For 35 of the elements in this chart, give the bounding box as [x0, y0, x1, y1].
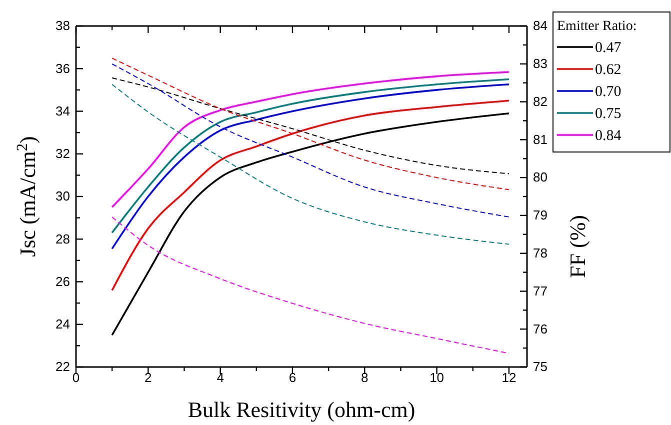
- y-tick-label: 36: [56, 60, 70, 76]
- y-tick-label: 26: [56, 274, 70, 289]
- y2-tick-label: 78: [533, 245, 548, 260]
- legend-label: 0.47: [595, 40, 622, 56]
- y-tick-label: 30: [56, 188, 70, 204]
- line-series: [112, 216, 510, 354]
- x-tick-label: 10: [430, 370, 444, 386]
- y2-tick-label: 77: [533, 283, 548, 298]
- y2-axis-title: FF (%): [565, 215, 590, 278]
- y2-tick-label: 80: [533, 170, 548, 185]
- x-tick-label: 2: [144, 370, 152, 386]
- y2-tick-label: 79: [533, 208, 548, 223]
- x-tick-label: 6: [288, 370, 296, 386]
- y-tick-label: 38: [56, 18, 70, 34]
- y2-tick-label: 83: [533, 56, 548, 72]
- x-tick-label: 4: [216, 370, 224, 386]
- legend-label: 0.75: [595, 106, 622, 122]
- y2-tick-label: 84: [533, 18, 548, 34]
- legend-label: 0.70: [595, 84, 622, 100]
- y2-tick-label: 76: [533, 321, 548, 336]
- x-axis-title: Bulk Resitivity (ohm-cm): [188, 397, 416, 422]
- y-tick-label: 24: [56, 316, 70, 332]
- y2-tick-label: 81: [533, 132, 548, 147]
- y-tick-label: 28: [56, 231, 70, 246]
- legend-label: 0.62: [595, 62, 622, 78]
- legend-title: Emitter Ratio:: [557, 19, 637, 34]
- y-tick-label: 32: [56, 146, 70, 162]
- y-tick-label: 34: [56, 103, 70, 118]
- y-tick-label: 22: [56, 359, 70, 374]
- legend-label: 0.84: [595, 128, 622, 144]
- y2-tick-label: 75: [533, 359, 548, 374]
- x-tick-label: 8: [361, 370, 368, 386]
- x-tick-label: 12: [502, 370, 516, 386]
- y2-tick-label: 82: [533, 94, 548, 109]
- x-tick-label: 0: [72, 370, 80, 386]
